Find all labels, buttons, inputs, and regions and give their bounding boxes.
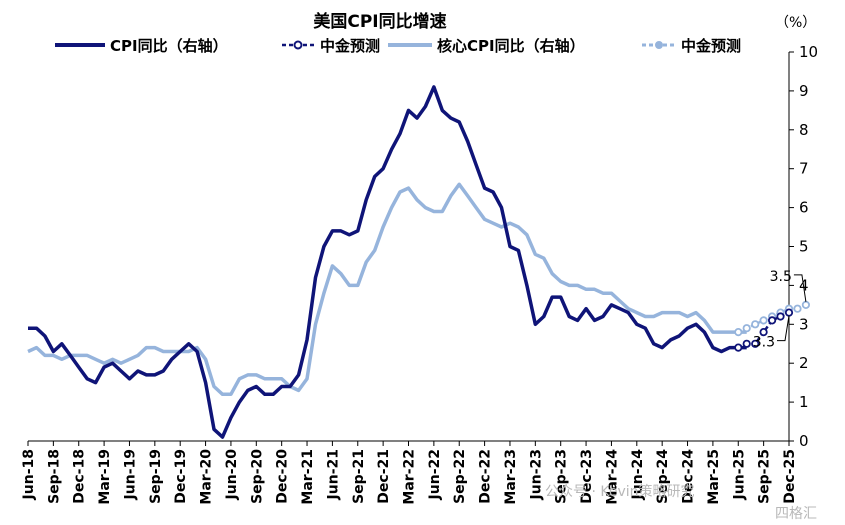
y-tick-label: 6 [799,199,809,217]
annotation-cpi-end: 3.3 [753,335,775,351]
x-tick-label: Mar-24 [604,449,620,505]
x-tick-label: Sep-24 [655,449,671,504]
legend-label-cpi-forecast: 中金预测 [320,37,380,55]
annotation-leader-core [793,274,807,302]
x-tick-label: Mar-21 [300,449,316,505]
y-tick-label: 3 [799,315,809,333]
forecast-point [776,312,785,321]
x-tick-label: Sep-20 [249,449,265,504]
x-tick-label: Sep-23 [554,449,570,504]
forecast-point [742,324,751,333]
x-tick-label: Sep-25 [757,449,773,504]
x-tick-label: Mar-22 [402,449,418,505]
x-tick-label: Jun-23 [528,449,544,500]
x-tick-label: Sep-19 [148,449,164,504]
x-tick-label: Dec-18 [72,449,88,504]
y-tick-label: 8 [799,121,809,139]
legend-marker-core-forecast [655,41,663,49]
x-tick-label: Sep-22 [452,449,468,504]
legend-label-core-forecast: 中金预测 [681,37,741,55]
watermark: 公众号 · Kevin策略研究 [545,483,695,500]
forecast-point [742,339,751,348]
forecast-point [734,343,743,352]
annotation-leader-cpi [777,315,790,342]
x-tick-label: Mar-20 [199,449,215,505]
series-line [28,85,747,439]
series-line [27,182,747,397]
legend-label-core: 核心CPI同比（右轴） [437,37,585,55]
watermark-corner: 四格汇 [775,506,817,522]
x-tick-label: Sep-18 [46,449,62,504]
forecast-point [767,316,777,325]
x-tick-label: Dec-22 [478,449,494,504]
x-tick-label: Mar-23 [503,449,519,505]
x-tick-label: Sep-21 [351,449,367,504]
x-tick-label: Dec-21 [376,449,392,504]
annotations: 3.5 3.3 [753,269,807,351]
series-layer [27,85,811,439]
forecast-point [793,304,802,313]
forecast-point [759,316,768,325]
x-tick-label: Jun-24 [630,449,646,501]
x-tick-label: Jun-21 [325,449,341,500]
y-tick-label: 0 [799,432,809,450]
x-tick-label: Jun-25 [731,449,747,500]
forecast-point [751,320,760,329]
y-unit-label: （%） [775,15,816,31]
chart-title: 美国CPI同比增速 [313,11,446,32]
y-tick-label: 1 [799,393,809,411]
x-tick-label: Dec-19 [173,449,189,504]
x-tick-label: Jun-18 [21,449,37,500]
y-tick-label: 9 [799,82,809,100]
y-tick-label: 7 [799,160,809,178]
legend-label-cpi: CPI同比（右轴） [110,37,228,55]
y-tick-label: 10 [799,43,818,61]
x-tick-label: Mar-25 [706,449,722,505]
x-tick-label: Jun-19 [122,449,138,500]
legend-marker-cpi-forecast [293,40,303,50]
x-tick-label: Dec-24 [681,449,697,504]
forecast-point [734,327,743,337]
forecast-point [759,327,768,337]
forecast-point [801,300,811,309]
y-tick-label: 2 [799,354,809,372]
forecast-point [784,308,794,317]
annotation-core-end: 3.5 [770,269,792,285]
x-tick-label: Mar-19 [97,449,113,505]
x-tick-label: Dec-25 [782,449,798,504]
x-tick-label: Jun-22 [427,449,443,500]
legend: CPI同比（右轴） 中金预测 核心CPI同比（右轴） 中金预测 [55,37,741,55]
forecast-point [751,339,760,348]
x-tick-label: Dec-23 [579,449,595,504]
y-tick-label: 5 [799,238,809,256]
x-tick-label: Jun-20 [224,449,240,501]
x-tick-label: Dec-20 [275,449,291,504]
